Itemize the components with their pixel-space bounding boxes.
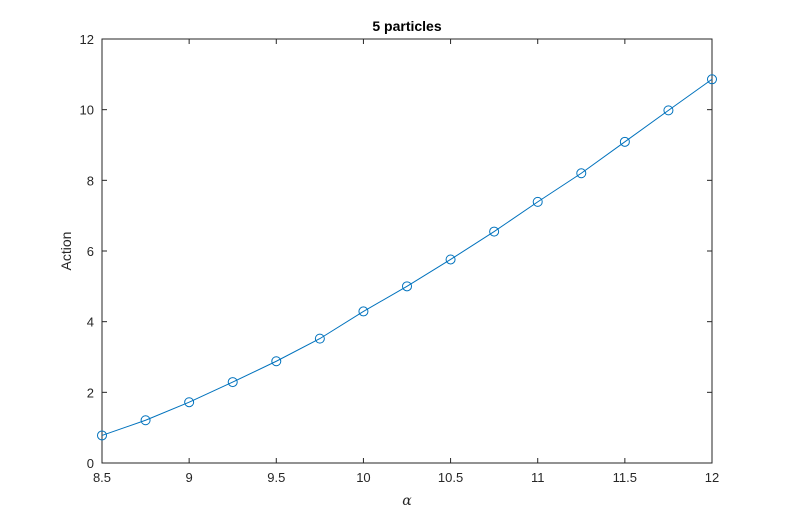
data-point-marker xyxy=(402,281,412,292)
series-line xyxy=(101,78,713,436)
data-point-marker xyxy=(576,168,587,179)
x-tick-label: 9 xyxy=(186,470,193,485)
x-tick-label: 11 xyxy=(531,470,545,485)
data-point-marker xyxy=(140,415,151,426)
x-tick-labels: 8.5 9 9.5 10 10.5 11 11.5 12 xyxy=(93,470,719,485)
data-point-marker xyxy=(619,136,630,147)
x-tick-label: 11.5 xyxy=(613,470,637,485)
chart-title: 5 particles xyxy=(372,18,441,34)
y-tick-label: 2 xyxy=(87,385,94,400)
data-point-marker xyxy=(663,105,674,116)
x-tick-label: 8.5 xyxy=(93,470,111,485)
y-tick-label: 6 xyxy=(87,244,94,259)
data-point-marker xyxy=(358,306,369,317)
y-tick-label: 10 xyxy=(80,103,94,118)
y-tick-labels: 0 2 4 6 8 10 12 xyxy=(80,32,94,471)
x-axis-label: α xyxy=(402,493,412,509)
data-point-marker xyxy=(314,333,325,344)
y-tick-label: 12 xyxy=(80,32,94,47)
data-point-marker xyxy=(271,356,282,367)
x-tick-label: 10 xyxy=(356,470,370,485)
y-tick-label: 0 xyxy=(87,456,94,471)
y-tick-label: 4 xyxy=(87,315,94,330)
data-point-marker xyxy=(445,254,456,265)
data-point-marker xyxy=(707,74,717,85)
x-tick-label: 12 xyxy=(705,470,719,485)
data-point-marker xyxy=(532,196,543,207)
plot-area xyxy=(101,38,713,464)
data-point-marker xyxy=(97,430,107,441)
data-point-marker xyxy=(184,397,195,408)
x-tick-label: 10.5 xyxy=(438,470,463,485)
data-point-marker xyxy=(227,377,238,388)
x-tick-label: 9.5 xyxy=(267,470,285,485)
y-tick-label: 8 xyxy=(87,173,94,188)
series-layer xyxy=(97,74,717,441)
axis-ticks xyxy=(101,38,713,464)
data-point-marker xyxy=(489,226,500,237)
y-axis-label: Action xyxy=(58,232,74,271)
